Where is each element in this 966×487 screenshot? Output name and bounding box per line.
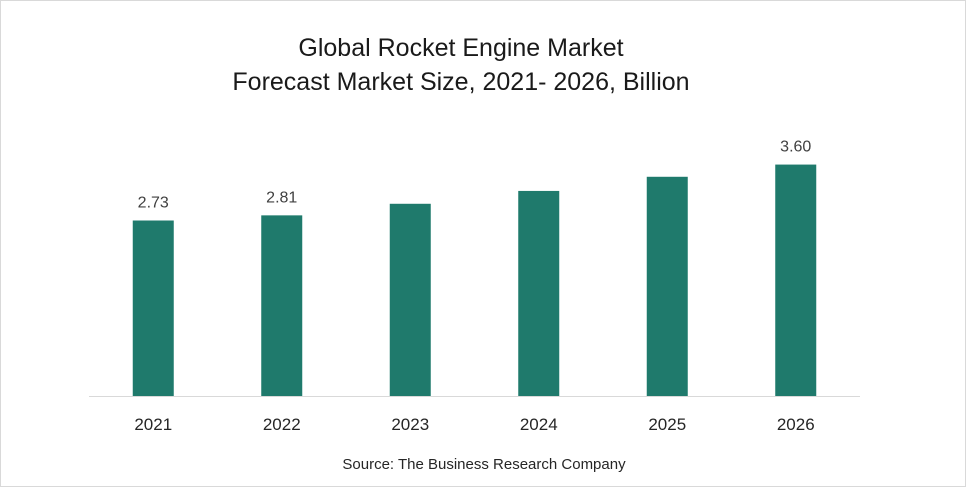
- bar-2024: [518, 190, 560, 396]
- x-tick-label-2023: 2023: [391, 415, 429, 434]
- x-tick-label-2026: 2026: [777, 415, 815, 434]
- data-label-2026: 3.60: [780, 139, 811, 156]
- x-tick-label-2021: 2021: [134, 415, 172, 434]
- bar-2026: [775, 164, 817, 396]
- source-note: Source: The Business Research Company: [342, 456, 626, 473]
- x-tick-label-2025: 2025: [648, 415, 686, 434]
- bar-2022: [261, 215, 303, 396]
- bar-series: 2.73 2.81 3.60: [132, 139, 817, 396]
- bar-2025: [646, 176, 688, 396]
- x-axis-tick-labels: 2021 2022 2023 2024 2025 2026: [134, 415, 814, 434]
- bar-2023: [389, 203, 431, 396]
- chart-title-line-2: Forecast Market Size, 2021- 2026, Billio…: [232, 68, 689, 96]
- bar-2021: [132, 220, 174, 396]
- chart-title: Global Rocket Engine Market Forecast Mar…: [232, 34, 689, 96]
- data-label-2021: 2.73: [138, 195, 169, 212]
- data-label-2022: 2.81: [266, 189, 297, 206]
- x-tick-label-2024: 2024: [520, 415, 558, 434]
- chart-title-line-1: Global Rocket Engine Market: [298, 34, 623, 62]
- x-tick-label-2022: 2022: [263, 415, 301, 434]
